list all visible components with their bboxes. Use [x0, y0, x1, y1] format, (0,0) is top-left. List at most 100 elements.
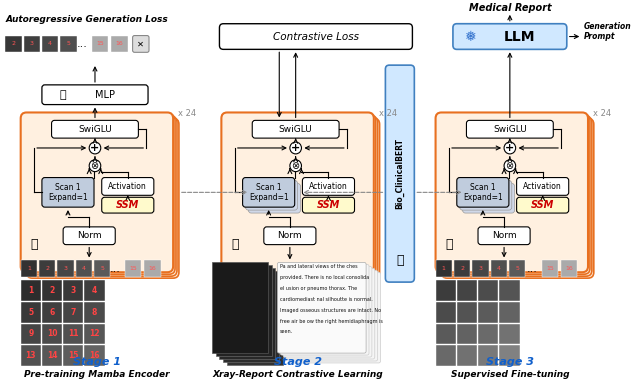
- Text: 4: 4: [92, 286, 97, 295]
- Text: Norm: Norm: [278, 231, 302, 240]
- Text: 16: 16: [565, 266, 573, 271]
- Text: 🔥: 🔥: [231, 238, 239, 251]
- Bar: [499, 324, 520, 344]
- Bar: [60, 35, 77, 52]
- Bar: [144, 260, 161, 277]
- Text: Xray-Report Contrastive Learning: Xray-Report Contrastive Learning: [212, 370, 383, 379]
- Bar: [58, 260, 74, 277]
- FancyBboxPatch shape: [467, 120, 553, 138]
- Text: x 24: x 24: [593, 109, 611, 118]
- Text: LLM: LLM: [504, 30, 535, 44]
- Text: 5: 5: [67, 42, 70, 46]
- Text: Supervised Fine-tuning: Supervised Fine-tuning: [451, 370, 569, 379]
- Text: Activation: Activation: [108, 182, 147, 191]
- Text: ...: ...: [527, 264, 538, 274]
- Text: 1: 1: [28, 286, 33, 295]
- Text: SSM: SSM: [317, 200, 340, 210]
- Bar: [212, 262, 268, 353]
- Bar: [436, 280, 456, 301]
- Bar: [92, 35, 109, 52]
- Text: ❅: ❅: [465, 30, 476, 44]
- Text: 4: 4: [82, 266, 86, 271]
- Bar: [457, 324, 477, 344]
- Text: 2: 2: [49, 286, 54, 295]
- FancyBboxPatch shape: [243, 177, 294, 207]
- FancyBboxPatch shape: [246, 180, 298, 210]
- Text: Norm: Norm: [77, 231, 102, 240]
- FancyBboxPatch shape: [225, 116, 378, 276]
- Bar: [436, 345, 456, 366]
- Bar: [227, 274, 283, 365]
- Text: Activation: Activation: [309, 182, 348, 191]
- Bar: [478, 324, 499, 344]
- Bar: [42, 345, 62, 366]
- Text: 🔥: 🔥: [60, 90, 67, 100]
- FancyBboxPatch shape: [252, 120, 339, 138]
- Text: Imaged osseous structures are intact. No: Imaged osseous structures are intact. No: [280, 308, 381, 313]
- FancyBboxPatch shape: [223, 114, 376, 274]
- Text: MLP: MLP: [95, 90, 115, 100]
- Text: 15: 15: [97, 42, 104, 46]
- FancyBboxPatch shape: [221, 112, 374, 272]
- Bar: [457, 345, 477, 366]
- Text: Scan 1
Expand=1: Scan 1 Expand=1: [463, 183, 502, 202]
- Bar: [84, 324, 104, 344]
- FancyBboxPatch shape: [24, 116, 177, 276]
- Text: Stage 3: Stage 3: [486, 357, 534, 367]
- Text: 15: 15: [68, 351, 79, 360]
- Text: 16: 16: [148, 266, 156, 271]
- FancyBboxPatch shape: [442, 118, 594, 278]
- Bar: [478, 345, 499, 366]
- Bar: [63, 324, 83, 344]
- Bar: [499, 345, 520, 366]
- Text: 7: 7: [70, 308, 76, 317]
- Bar: [125, 260, 141, 277]
- Text: +: +: [291, 143, 300, 153]
- Text: Scan 1
Expand=1: Scan 1 Expand=1: [249, 183, 289, 202]
- Text: 5: 5: [28, 308, 33, 317]
- FancyBboxPatch shape: [440, 116, 592, 276]
- Text: 5: 5: [515, 266, 519, 271]
- FancyBboxPatch shape: [516, 177, 569, 195]
- Text: 11: 11: [68, 329, 79, 338]
- Circle shape: [504, 160, 516, 172]
- Text: Stage 1: Stage 1: [73, 357, 121, 367]
- Bar: [76, 260, 92, 277]
- Bar: [491, 260, 507, 277]
- FancyBboxPatch shape: [292, 272, 381, 363]
- Text: cardiomediast nal silhoutte is normal.: cardiomediast nal silhoutte is normal.: [280, 297, 373, 302]
- Bar: [63, 280, 83, 301]
- Text: 🔥: 🔥: [396, 254, 404, 267]
- FancyBboxPatch shape: [438, 114, 590, 274]
- Text: 5: 5: [100, 266, 104, 271]
- FancyBboxPatch shape: [280, 265, 369, 355]
- Bar: [436, 260, 452, 277]
- Text: 13: 13: [26, 351, 36, 360]
- Bar: [436, 302, 456, 322]
- Text: 15: 15: [546, 266, 554, 271]
- FancyBboxPatch shape: [102, 197, 154, 213]
- FancyBboxPatch shape: [460, 180, 512, 210]
- Text: 3: 3: [70, 286, 76, 295]
- Text: Autoregressive Generation Loss: Autoregressive Generation Loss: [5, 15, 168, 24]
- Text: Stage 2: Stage 2: [273, 357, 321, 367]
- Bar: [42, 280, 62, 301]
- FancyBboxPatch shape: [289, 270, 378, 361]
- Bar: [509, 260, 525, 277]
- Text: Generation
Prompt: Generation Prompt: [584, 22, 632, 41]
- Text: el usion or pneumo thorax. The: el usion or pneumo thorax. The: [280, 286, 357, 291]
- Text: 3: 3: [63, 266, 68, 271]
- FancyBboxPatch shape: [264, 227, 316, 245]
- Text: 🔥: 🔥: [31, 238, 38, 251]
- Bar: [454, 260, 470, 277]
- Text: Activation: Activation: [524, 182, 562, 191]
- Text: provided. There is no local consolida: provided. There is no local consolida: [280, 275, 369, 280]
- Text: 15: 15: [129, 266, 137, 271]
- FancyBboxPatch shape: [277, 262, 366, 353]
- FancyBboxPatch shape: [227, 118, 380, 278]
- Text: free air be ow the right hemidiaphragm is: free air be ow the right hemidiaphragm i…: [280, 319, 383, 324]
- Bar: [63, 345, 83, 366]
- Text: Medical Report: Medical Report: [468, 3, 551, 13]
- Bar: [472, 260, 488, 277]
- FancyBboxPatch shape: [63, 227, 115, 245]
